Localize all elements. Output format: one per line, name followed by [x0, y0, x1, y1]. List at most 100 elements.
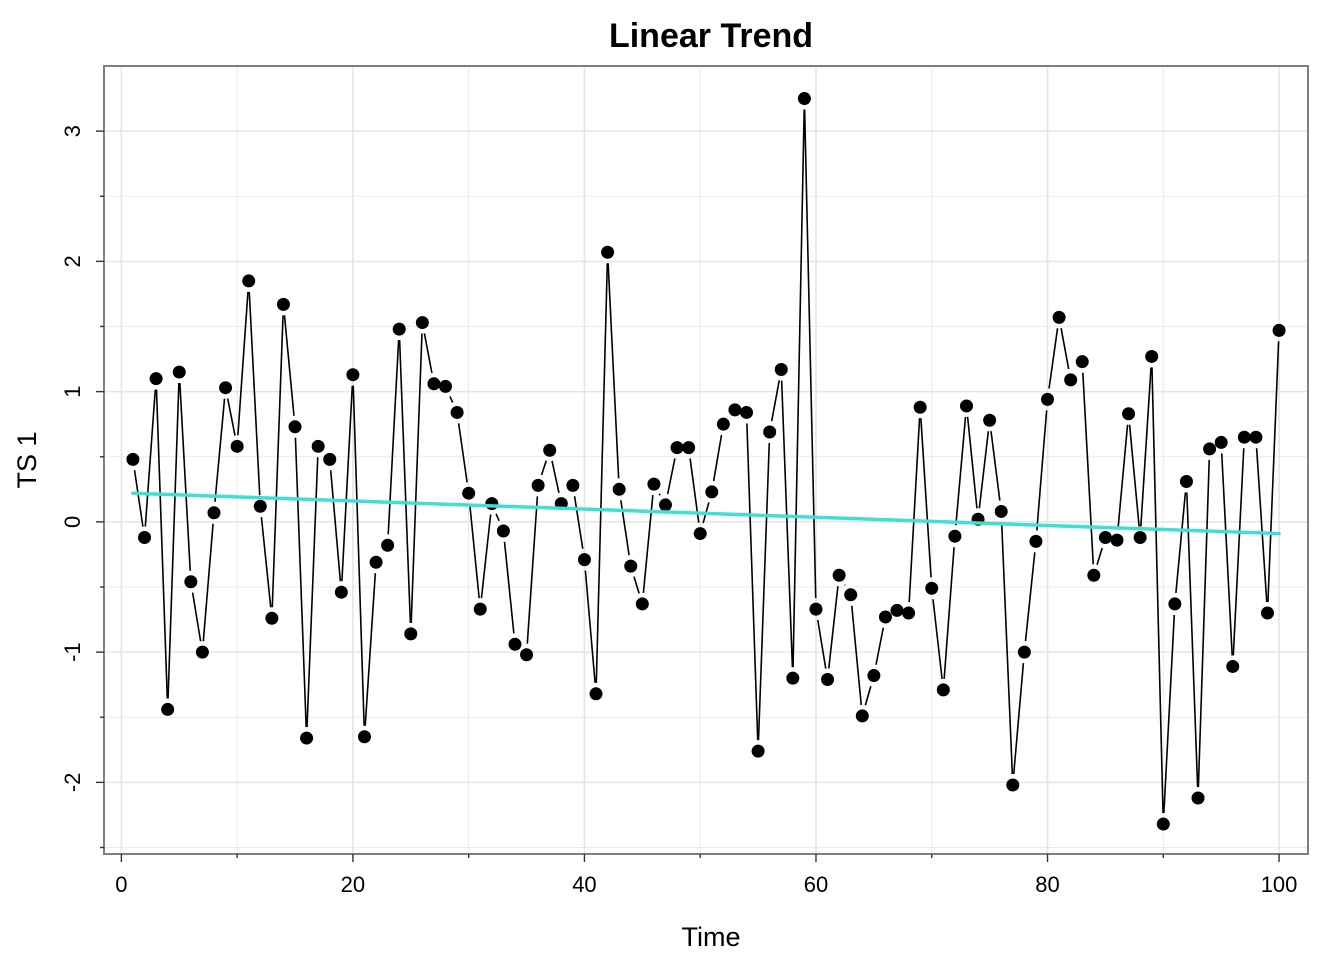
data-point	[577, 553, 591, 567]
data-point	[1179, 474, 1193, 488]
series-segment	[1024, 552, 1036, 642]
data-point	[809, 602, 823, 616]
data-point	[300, 731, 314, 745]
x-tick-label: 80	[1035, 872, 1059, 897]
data-point	[624, 559, 638, 573]
data-point	[612, 482, 626, 496]
data-point	[1272, 323, 1286, 337]
series-segment	[584, 570, 596, 683]
series-points	[126, 92, 1286, 831]
data-point	[496, 524, 510, 538]
series-segment	[875, 627, 885, 665]
data-point	[728, 403, 742, 417]
data-point	[682, 441, 696, 455]
series-segment	[943, 547, 955, 679]
data-point	[774, 362, 788, 376]
x-axis: 0 20 40 60 80 100	[115, 854, 1297, 897]
data-point	[913, 400, 927, 414]
x-tick-label: 40	[572, 872, 596, 897]
series-segment	[978, 431, 990, 509]
data-point	[1168, 597, 1182, 611]
data-point	[439, 379, 453, 393]
data-point	[1017, 645, 1031, 659]
data-point	[566, 478, 580, 492]
series-segment	[364, 573, 377, 726]
data-point	[855, 709, 869, 723]
series-segment	[990, 431, 1001, 501]
series-segment	[1197, 459, 1211, 788]
data-point	[844, 588, 858, 602]
data-point	[462, 486, 476, 500]
series-segment	[237, 291, 249, 436]
data-point	[658, 498, 672, 512]
series-segment	[449, 396, 454, 403]
series-segment	[864, 685, 872, 706]
data-point	[670, 441, 684, 455]
y-axis-label: TS 1	[12, 431, 42, 488]
data-point	[404, 627, 418, 641]
series-segment	[133, 470, 144, 527]
data-point	[230, 439, 244, 453]
series-segment	[1267, 341, 1280, 603]
grid	[104, 66, 1308, 854]
series-segment	[780, 380, 794, 668]
data-point	[334, 585, 348, 599]
y-tick-label: -1	[60, 642, 85, 662]
data-point	[890, 603, 904, 617]
series-segment	[595, 263, 609, 683]
data-point	[357, 730, 371, 744]
data-point	[936, 683, 950, 697]
data-point	[1237, 430, 1251, 444]
data-point	[126, 452, 140, 466]
data-point	[589, 687, 603, 701]
series-segment	[955, 416, 967, 526]
series-segment	[144, 389, 157, 527]
series-segment	[607, 263, 620, 479]
data-point	[276, 297, 290, 311]
data-point	[716, 417, 730, 431]
data-point	[415, 316, 429, 330]
data-point	[1075, 355, 1089, 369]
series-segment	[283, 315, 295, 416]
series-segment	[1175, 492, 1187, 594]
data-point	[1226, 659, 1240, 673]
data-point	[1064, 373, 1078, 387]
series-segment	[850, 605, 863, 706]
x-axis-label: Time	[682, 922, 741, 952]
panel-border	[103, 65, 1309, 855]
series-segment	[457, 423, 468, 483]
series-segment	[633, 576, 640, 594]
series-segment	[329, 470, 342, 582]
series-segment	[248, 291, 261, 496]
series-segment	[1082, 372, 1095, 565]
series-segment	[167, 383, 180, 699]
data-point	[149, 372, 163, 386]
data-point	[994, 504, 1008, 518]
y-tick-label: -2	[60, 773, 85, 793]
series-segment	[666, 458, 676, 495]
series-segment	[306, 457, 319, 728]
data-point	[763, 425, 777, 439]
series-segment	[191, 592, 202, 642]
data-point	[1052, 310, 1066, 324]
data-point	[1260, 606, 1274, 620]
series-segment	[746, 423, 759, 741]
series-segment	[1163, 614, 1176, 814]
series-segment	[1186, 492, 1199, 788]
data-point	[323, 452, 337, 466]
data-point	[1041, 392, 1055, 406]
series-segment	[792, 109, 805, 668]
data-point	[508, 637, 522, 651]
series-segment	[966, 416, 978, 509]
data-point	[253, 499, 267, 513]
data-point	[1098, 530, 1112, 544]
data-point	[1006, 778, 1020, 792]
series-segment	[1048, 328, 1059, 389]
series-segment	[1060, 328, 1070, 370]
chart-title: Linear Trend	[609, 17, 813, 55]
series-segment	[226, 398, 236, 436]
series-segment	[294, 437, 307, 728]
series-segment	[540, 460, 548, 476]
data-point	[878, 610, 892, 624]
